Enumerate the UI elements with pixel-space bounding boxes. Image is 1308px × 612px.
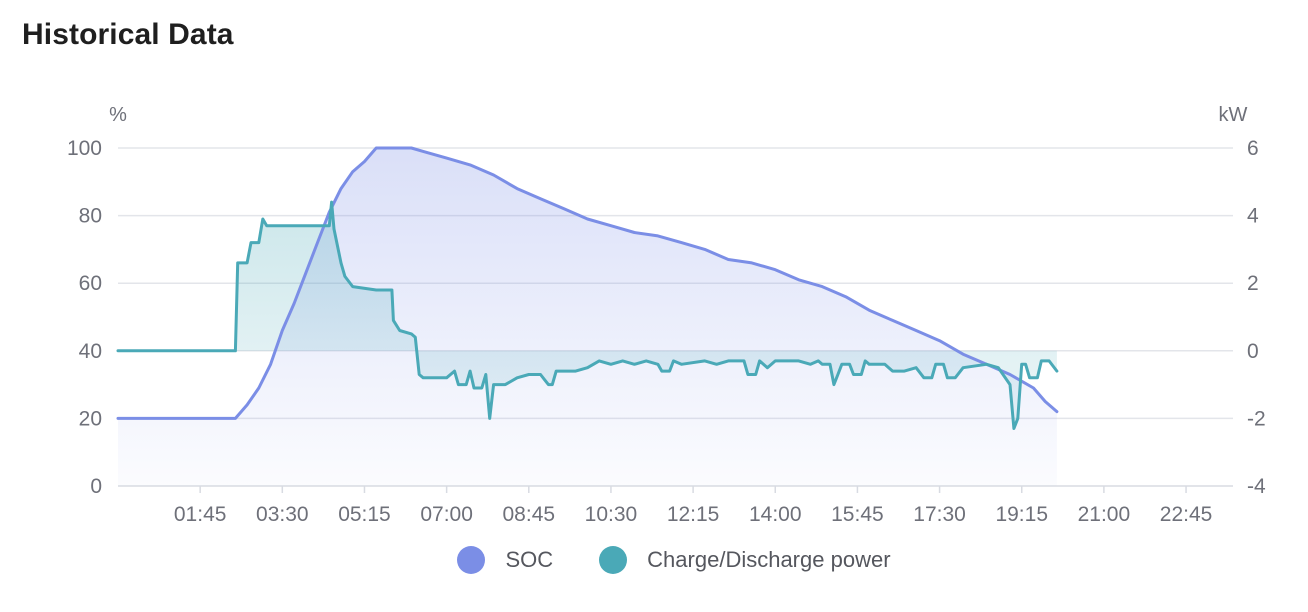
y-left-tick-label: 100	[67, 137, 102, 160]
soc-legend-label: SOC	[505, 547, 554, 572]
soc-legend-marker	[457, 546, 486, 574]
x-tick-label: 03:30	[256, 503, 309, 526]
x-tick-label: 15:45	[831, 503, 884, 526]
y-right-tick-label: 2	[1247, 272, 1259, 295]
legend-item-soc[interactable]: SOC	[457, 546, 553, 574]
x-tick-label: 01:45	[174, 503, 227, 526]
y-right-tick-label: 4	[1247, 205, 1259, 228]
y-left-tick-label: 20	[79, 407, 102, 430]
x-tick-label: 12:15	[667, 503, 720, 526]
power-legend-label: Charge/Discharge power	[647, 547, 891, 572]
x-tick-label: 22:45	[1160, 503, 1213, 526]
page-title: Historical Data	[22, 18, 234, 51]
power-legend-marker	[599, 546, 628, 574]
y-left-tick-label: 0	[90, 475, 102, 498]
x-tick-label: 05:15	[338, 503, 391, 526]
charge-discharge-power-area	[118, 202, 1057, 429]
x-tick-label: 19:15	[995, 503, 1048, 526]
y-right-tick-label: -2	[1247, 407, 1266, 430]
x-tick-label: 07:00	[420, 503, 473, 526]
x-tick-label: 17:30	[913, 503, 966, 526]
x-tick-label: 10:30	[585, 503, 638, 526]
chart-lines	[116, 146, 1059, 430]
x-tick-label: 14:00	[749, 503, 802, 526]
chart-legend: SOC Charge/Discharge power	[0, 540, 1308, 580]
y-left-unit-label: %	[109, 104, 127, 126]
y-left-tick-label: 60	[79, 272, 102, 295]
x-tick-label: 08:45	[503, 503, 556, 526]
historical-data-chart: 0 -4 20 -2 40 0 60 2 80 4 100 6 01:45 03:30 05:15 07:00…	[67, 104, 1266, 526]
y-left-tick-label: 40	[79, 340, 102, 363]
y-right-tick-label: -4	[1247, 475, 1266, 498]
y-right-tick-label: 0	[1247, 340, 1259, 363]
chart-areas	[118, 148, 1057, 486]
chart-axes: 0 -4 20 -2 40 0 60 2 80 4 100 6 01:45 03:30 05:15 07:00…	[67, 104, 1266, 526]
charge-discharge-power-line[interactable]	[116, 200, 1059, 430]
soc-area	[118, 148, 1057, 486]
x-tick-label: 21:00	[1078, 503, 1131, 526]
y-right-tick-label: 6	[1247, 137, 1259, 160]
legend-item-charge-discharge-power[interactable]: Charge/Discharge power	[599, 546, 891, 574]
y-right-unit-label: kW	[1219, 104, 1248, 126]
soc-line[interactable]	[116, 146, 1059, 420]
y-left-tick-label: 80	[79, 205, 102, 228]
